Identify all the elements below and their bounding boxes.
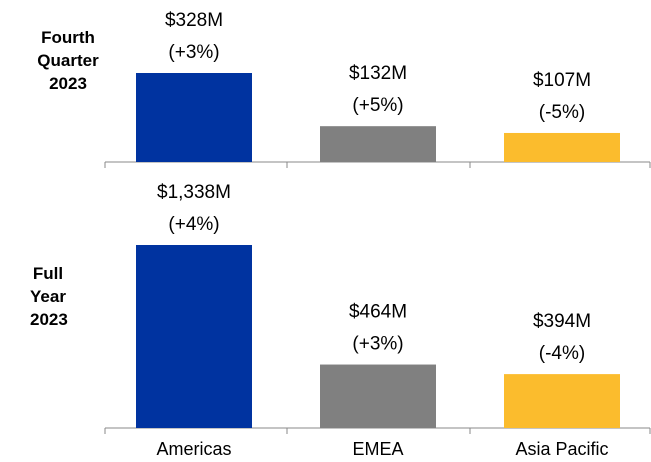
x-tick-label: Americas [156,439,231,459]
bar [320,364,436,428]
change-label: (+3%) [168,42,219,63]
bar [136,73,252,162]
panel-title: Fourth Quarter 2023 [37,28,99,93]
value-label: $1,338M [157,182,231,203]
change-label: (+4%) [168,214,219,235]
bar [320,126,436,162]
x-tick-label: Asia Pacific [515,439,608,459]
change-label: (+5%) [352,95,403,116]
change-label: (-5%) [539,102,585,123]
bar [504,132,620,162]
change-label: (+3%) [352,334,403,355]
value-label: $132M [349,63,407,84]
x-tick-label: EMEA [352,439,403,459]
value-label: $464M [349,302,407,323]
value-label: $107M [533,70,591,91]
bar [136,245,252,428]
panel-title: Full Year 2023 [30,264,68,329]
bar [504,374,620,428]
value-label: $328M [165,10,223,31]
change-label: (-4%) [539,343,585,364]
value-label: $394M [533,311,591,332]
